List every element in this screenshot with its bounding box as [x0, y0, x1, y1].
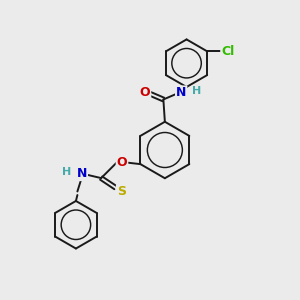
- Text: O: O: [117, 156, 127, 169]
- Text: O: O: [140, 85, 150, 98]
- Text: H: H: [192, 86, 201, 96]
- Text: Cl: Cl: [221, 45, 235, 58]
- Text: H: H: [62, 167, 72, 177]
- Text: N: N: [176, 86, 186, 99]
- Text: N: N: [77, 167, 87, 180]
- Text: S: S: [117, 185, 126, 198]
